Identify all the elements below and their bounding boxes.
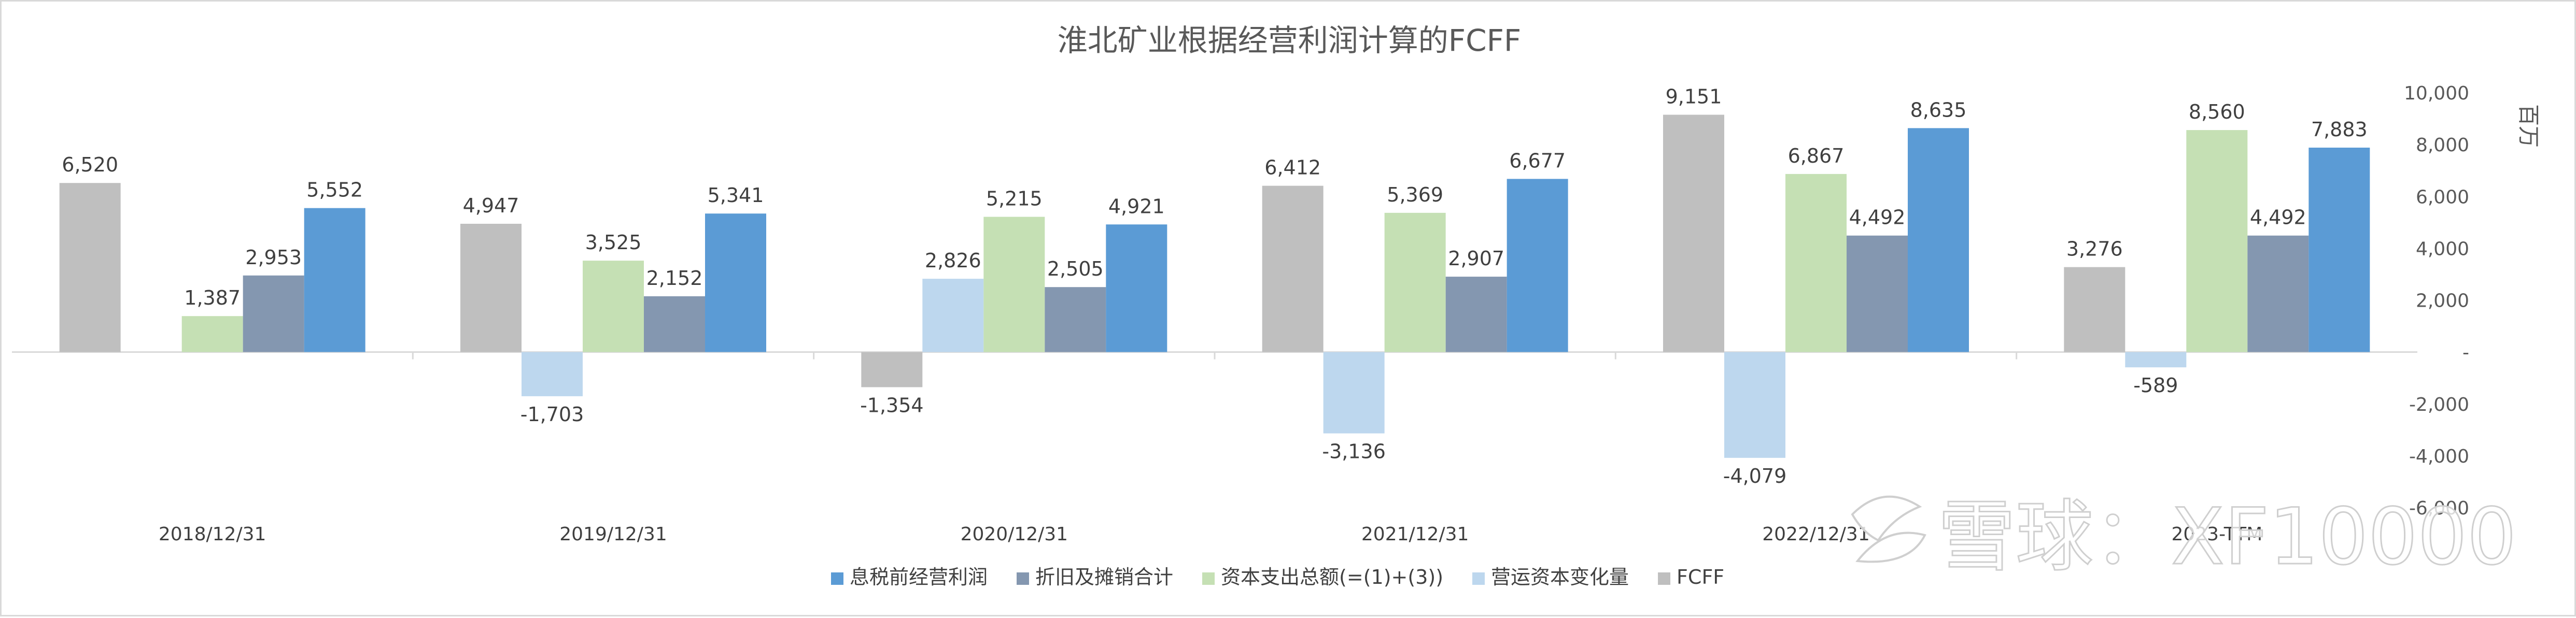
bar — [861, 352, 923, 387]
y-tick-label: 8,000 — [2416, 135, 2469, 156]
watermark-text: 雪球：XF10000 — [1938, 492, 2516, 582]
data-label: -589 — [2133, 374, 2178, 397]
category-label: 2020/12/31 — [961, 524, 1068, 545]
watermark: 雪球：XF10000 — [1851, 492, 2517, 583]
data-label: 4,492 — [2250, 206, 2306, 229]
data-label: 4,947 — [463, 194, 519, 217]
bar — [2186, 130, 2248, 352]
data-label: 3,525 — [585, 231, 642, 254]
bar — [922, 279, 984, 352]
bar — [2125, 352, 2187, 368]
bar — [243, 275, 304, 352]
bar — [583, 261, 644, 352]
y-tick-label: 2,000 — [2416, 291, 2469, 312]
y-tick-label: - — [2462, 342, 2469, 364]
data-label: 8,560 — [2189, 100, 2245, 123]
legend-swatch — [1472, 572, 1485, 585]
data-label: 2,505 — [1047, 257, 1104, 280]
data-label: 5,369 — [1387, 183, 1443, 206]
category-label: 2021/12/31 — [1361, 524, 1469, 545]
data-label: 5,215 — [986, 188, 1043, 210]
y-axis-unit-label: 百万 — [2516, 104, 2541, 148]
bar — [1724, 352, 1785, 458]
bar — [2064, 267, 2125, 352]
bar — [304, 208, 365, 352]
legend: 息税前经营利润 折旧及摊销合计 资本支出总额(=(1)+(3)) 营运资本变化量 FCF… — [831, 566, 1724, 588]
data-label: 5,341 — [708, 184, 764, 207]
data-label: 2,826 — [925, 249, 981, 272]
bar — [522, 352, 583, 396]
data-label: 6,520 — [62, 153, 118, 176]
data-label: -1,703 — [520, 403, 584, 426]
bar — [1445, 277, 1507, 352]
bar — [1663, 114, 1724, 352]
legend-entry: 资本支出总额(=(1)+(3)) — [1221, 566, 1443, 588]
data-label: 8,635 — [1910, 98, 1967, 121]
data-label: 6,412 — [1264, 156, 1321, 179]
data-label: 2,152 — [646, 267, 703, 290]
bar — [1323, 352, 1385, 434]
y-tick-label: 4,000 — [2416, 238, 2469, 260]
bars-layer — [59, 114, 2370, 458]
bar — [2308, 147, 2370, 352]
y-tick-label: 6,000 — [2416, 186, 2469, 208]
category-label: 2023-TTM — [2171, 524, 2262, 545]
legend-entry: 营运资本变化量 — [1491, 566, 1629, 588]
data-label: 9,151 — [1666, 85, 1722, 108]
category-label: 2018/12/31 — [159, 524, 266, 545]
data-label: 5,552 — [306, 179, 363, 202]
legend-swatch — [1658, 572, 1671, 585]
legend-entry: 折旧及摊销合计 — [1035, 566, 1173, 588]
axis-layer: 10,000 8,000 6,000 4,000 2,000 - -2,000 -4,000 -… — [12, 83, 2469, 545]
bar — [1908, 128, 1969, 352]
data-label: -4,079 — [1723, 465, 1787, 487]
data-label: -3,136 — [1322, 440, 1386, 463]
chart-title: 淮北矿业根据经营利润计算的FCFF — [1058, 23, 1522, 58]
bar — [181, 316, 243, 352]
bar — [460, 223, 522, 352]
bar — [1045, 287, 1106, 352]
data-label: 2,953 — [245, 246, 302, 269]
bar — [644, 296, 705, 352]
bar — [1507, 179, 1568, 352]
bar — [1262, 185, 1324, 352]
data-label: 4,492 — [1849, 206, 1906, 229]
y-tick-label: -6,000 — [2409, 498, 2469, 519]
legend-entry: FCFF — [1677, 566, 1724, 588]
bar — [59, 183, 121, 352]
data-label: 6,867 — [1788, 145, 1845, 167]
legend-swatch — [831, 572, 843, 585]
bar — [1785, 174, 1847, 352]
bar — [1847, 235, 1908, 352]
snowball-logo-icon — [1851, 495, 1926, 563]
data-label: 1,387 — [184, 286, 241, 309]
y-tick-label: -4,000 — [2409, 446, 2469, 467]
y-tick-label: 10,000 — [2404, 83, 2469, 104]
legend-swatch — [1202, 572, 1215, 585]
bar — [705, 213, 766, 352]
bar — [1106, 224, 1167, 352]
bar — [1384, 212, 1446, 352]
data-label: 3,276 — [2066, 238, 2123, 261]
legend-swatch — [1017, 572, 1030, 585]
category-label: 2019/12/31 — [559, 524, 667, 545]
y-tick-label: -2,000 — [2409, 394, 2469, 415]
data-label: 4,921 — [1108, 195, 1165, 218]
category-label: 2022/12/31 — [1762, 524, 1870, 545]
data-label: 6,677 — [1509, 149, 1566, 172]
bar — [983, 217, 1045, 352]
legend-entry: 息税前经营利润 — [850, 566, 988, 588]
data-label: -1,354 — [860, 394, 924, 416]
bar — [2247, 235, 2309, 352]
data-label: 2,907 — [1448, 247, 1504, 270]
data-label: 7,883 — [2311, 118, 2368, 141]
